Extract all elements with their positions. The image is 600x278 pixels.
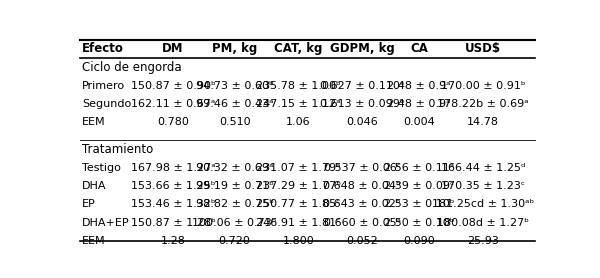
Text: 246.91 ± 1.81ᶜ: 246.91 ± 1.81ᶜ (256, 218, 341, 228)
Text: 0.643 ± 0.02ᵇ: 0.643 ± 0.02ᵇ (323, 199, 401, 209)
Text: 2.48 ± 0.9ᵃ: 2.48 ± 0.9ᵃ (388, 99, 451, 109)
Text: Primero: Primero (82, 81, 125, 91)
Text: 0.613 ± 0.099ᵇ: 0.613 ± 0.099ᵇ (320, 99, 404, 109)
Text: GDPM, kg: GDPM, kg (330, 43, 395, 55)
Text: 2.39 ± 0.09ᶜ: 2.39 ± 0.09ᶜ (384, 181, 454, 191)
Text: 0.648 ± 0.04ᵇ: 0.648 ± 0.04ᵇ (323, 181, 401, 191)
Text: 0.660 ± 0.05ᵃ: 0.660 ± 0.05ᵃ (323, 218, 401, 228)
Text: EP: EP (82, 199, 96, 209)
Text: 2.48 ± 0.9ᵃ: 2.48 ± 0.9ᵃ (388, 81, 451, 91)
Text: 2.50 ± 0.10ᵇ: 2.50 ± 0.10ᵇ (384, 218, 454, 228)
Text: 0.090: 0.090 (403, 236, 435, 246)
Text: 153.66 ± 1.25ᵇ: 153.66 ± 1.25ᵇ (131, 181, 215, 191)
Text: 170.00 ± 0.91ᵇ: 170.00 ± 0.91ᵇ (440, 81, 525, 91)
Text: 162.11 ± 0.67ᵃ: 162.11 ± 0.67ᵃ (131, 99, 215, 109)
Text: EEM: EEM (82, 236, 106, 246)
Text: 0.780: 0.780 (157, 117, 189, 127)
Text: 231.07 ± 1.79ᵃ: 231.07 ± 1.79ᵃ (256, 163, 341, 173)
Text: PM, kg: PM, kg (212, 43, 257, 55)
Text: 237.29 ± 1.77ᵇ: 237.29 ± 1.77ᵇ (256, 181, 341, 191)
Text: CA: CA (410, 43, 428, 55)
Text: 0.046: 0.046 (346, 117, 378, 127)
Text: 235.78 ± 1.00ᵇ: 235.78 ± 1.00ᵇ (256, 81, 341, 91)
Text: 150.87 ± 1.28ᵇ: 150.87 ± 1.28ᵇ (131, 218, 215, 228)
Text: Segundo: Segundo (82, 99, 131, 109)
Text: Efecto: Efecto (82, 43, 124, 55)
Text: DHA+EP: DHA+EP (82, 218, 130, 228)
Text: CAT, kg: CAT, kg (274, 43, 323, 55)
Text: 153.46 ± 1.32ᵇ: 153.46 ± 1.32ᵇ (131, 199, 215, 209)
Text: 0.720: 0.720 (218, 236, 251, 246)
Text: 99.19 ± 0.71ᵇ: 99.19 ± 0.71ᵇ (196, 181, 274, 191)
Text: 180.08d ± 1.27ᵇ: 180.08d ± 1.27ᵇ (437, 218, 529, 228)
Text: Ciclo de engorda: Ciclo de engorda (82, 61, 182, 74)
Text: 250.77 ± 1.85ᶜ: 250.77 ± 1.85ᶜ (256, 199, 341, 209)
Text: 100.06 ± 0.73ᵇ: 100.06 ± 0.73ᵇ (193, 218, 277, 228)
Text: 0.537 ± 0.06ᶜ: 0.537 ± 0.06ᶜ (324, 163, 401, 173)
Text: 167.98 ± 1.27ᵃ: 167.98 ± 1.27ᵃ (131, 163, 215, 173)
Text: 99.46 ± 0.43ᵃ: 99.46 ± 0.43ᵃ (196, 99, 274, 109)
Text: 0.510: 0.510 (219, 117, 250, 127)
Text: EEM: EEM (82, 117, 106, 127)
Text: 166.44 ± 1.25ᵈ: 166.44 ± 1.25ᵈ (440, 163, 525, 173)
Text: 2.56 ± 0.11ᵃ: 2.56 ± 0.11ᵃ (384, 163, 454, 173)
Text: DM: DM (163, 43, 184, 55)
Text: Tratamiento: Tratamiento (82, 143, 153, 156)
Text: USD$: USD$ (465, 43, 501, 55)
Text: 247.15 ± 1.12ᵃ: 247.15 ± 1.12ᵃ (256, 99, 341, 109)
Text: 1.06: 1.06 (286, 117, 311, 127)
Text: Testigo: Testigo (82, 163, 121, 173)
Text: 1.28: 1.28 (161, 236, 185, 246)
Text: 0.052: 0.052 (346, 236, 378, 246)
Text: 1.800: 1.800 (283, 236, 314, 246)
Text: 0.004: 0.004 (403, 117, 435, 127)
Text: 25.93: 25.93 (467, 236, 499, 246)
Text: 2.53 ± 0.10ᵇ: 2.53 ± 0.10ᵇ (384, 199, 454, 209)
Text: 98.82 ± 0.75ᵇ: 98.82 ± 0.75ᵇ (196, 199, 274, 209)
Text: 14.78: 14.78 (467, 117, 499, 127)
Text: 150.87 ± 0.90ᵇ: 150.87 ± 0.90ᵇ (131, 81, 215, 91)
Text: 90.32 ± 0.69ᵃ: 90.32 ± 0.69ᵃ (196, 163, 273, 173)
Text: 178.22b ± 0.69ᵃ: 178.22b ± 0.69ᵃ (437, 99, 529, 109)
Text: DHA: DHA (82, 181, 106, 191)
Text: 0.627 ± 0.110ᵃ: 0.627 ± 0.110ᵃ (320, 81, 404, 91)
Text: 94.73 ± 0.60ᵇ: 94.73 ± 0.60ᵇ (196, 81, 274, 91)
Text: 170.35 ± 1.23ᶜ: 170.35 ± 1.23ᶜ (441, 181, 525, 191)
Text: 181.25cd ± 1.30ᵃᵇ: 181.25cd ± 1.30ᵃᵇ (432, 199, 534, 209)
